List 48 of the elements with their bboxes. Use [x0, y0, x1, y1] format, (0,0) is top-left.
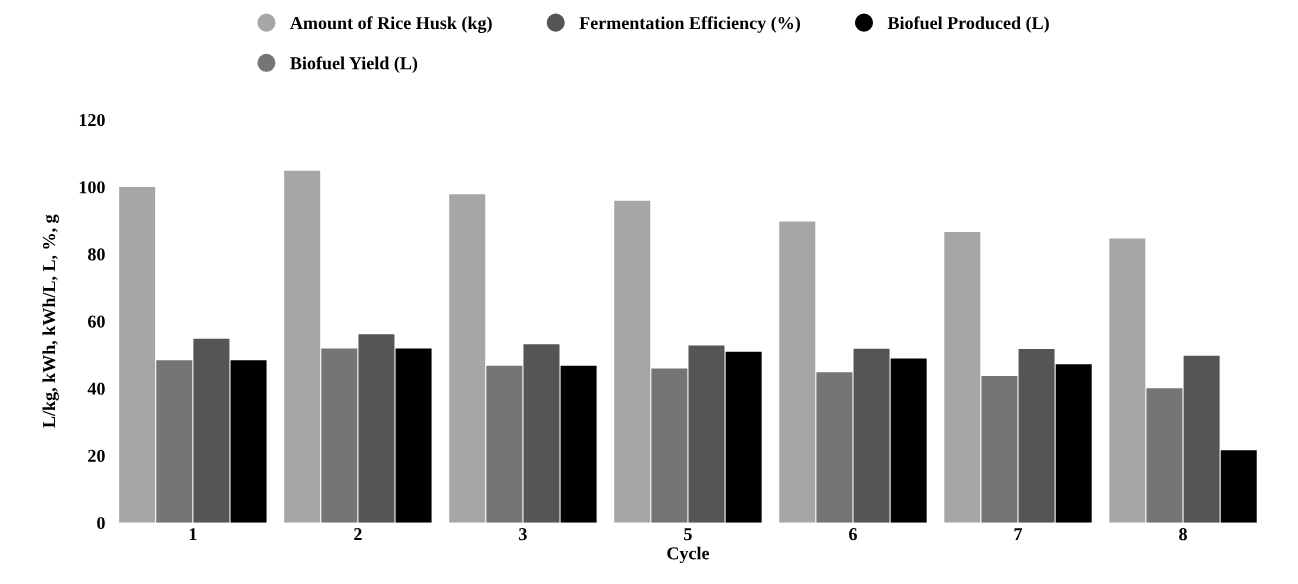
- bar: [816, 372, 853, 523]
- y-tick-label: 80: [88, 248, 105, 261]
- legend-label: Amount of Rice Husk (kg): [290, 16, 492, 33]
- bar: [1018, 349, 1055, 523]
- bar: [1183, 355, 1220, 523]
- y-tick-label: 100: [79, 181, 105, 194]
- y-tick-label: 0: [97, 516, 105, 530]
- bar: [1146, 388, 1183, 523]
- bar: [890, 358, 927, 523]
- bar: [651, 368, 688, 523]
- x-tick-label: 8: [1179, 528, 1187, 541]
- x-tick-label: 2: [354, 528, 362, 541]
- bar: [358, 334, 395, 523]
- bar: [193, 338, 230, 523]
- bar: [321, 348, 358, 523]
- y-tick-label: 20: [88, 449, 105, 462]
- x-tick-label: 5: [684, 528, 692, 541]
- x-tick-label: 7: [1014, 528, 1023, 541]
- y-tick-label: 40: [87, 382, 105, 395]
- bar: [779, 221, 816, 523]
- x-tick-label: 6: [849, 528, 857, 541]
- bar: [449, 194, 486, 523]
- legend-label: Biofuel Produced (L): [887, 16, 1049, 33]
- bar: [944, 231, 981, 523]
- bar: [688, 345, 725, 523]
- bar: [230, 360, 267, 523]
- legend-label: Biofuel Yield (L): [290, 56, 418, 73]
- bar: [725, 351, 762, 523]
- x-tick-label: 3: [519, 528, 527, 541]
- bar: [523, 344, 560, 523]
- bar: [560, 365, 597, 523]
- bar: [119, 186, 156, 523]
- y-axis-title: L/kg, kWh, kWh/L, L, %, g: [42, 214, 59, 428]
- y-tick-label: 60: [88, 315, 105, 328]
- bar: [1109, 238, 1146, 523]
- bar: [981, 375, 1018, 523]
- bar: [614, 200, 651, 523]
- bar: [486, 365, 523, 523]
- bar: [1220, 450, 1257, 523]
- legend-label: Fermentation Efficiency (%): [579, 16, 800, 33]
- x-axis-title: Cycle: [667, 546, 710, 564]
- bar: [853, 348, 890, 523]
- bar: [1055, 364, 1092, 523]
- bar: [284, 170, 321, 523]
- bar: [156, 360, 193, 523]
- x-tick-label: 1: [189, 528, 197, 541]
- bar: [395, 348, 432, 523]
- y-tick-label: 120: [79, 113, 105, 127]
